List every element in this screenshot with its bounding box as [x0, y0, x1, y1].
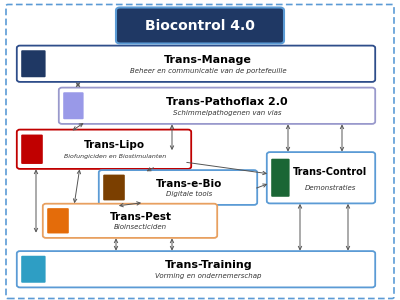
Text: Trans-Manage: Trans-Manage	[164, 55, 252, 65]
Text: Trans-Pest: Trans-Pest	[110, 212, 172, 222]
FancyBboxPatch shape	[47, 208, 69, 233]
FancyBboxPatch shape	[99, 170, 257, 205]
FancyBboxPatch shape	[267, 152, 375, 203]
Text: Bioinsecticiden: Bioinsecticiden	[114, 224, 167, 230]
Text: Trans-Training: Trans-Training	[164, 260, 252, 270]
FancyBboxPatch shape	[43, 204, 217, 238]
Text: Beheer en communicatie van de portefeuille: Beheer en communicatie van de portefeuil…	[130, 68, 286, 74]
Text: Demonstraties: Demonstraties	[304, 185, 356, 191]
Text: Digitale tools: Digitale tools	[166, 191, 212, 197]
FancyBboxPatch shape	[271, 159, 290, 197]
FancyBboxPatch shape	[59, 88, 375, 124]
FancyBboxPatch shape	[116, 8, 284, 44]
Text: Schimmelpathogenen van vlas: Schimmelpathogenen van vlas	[173, 110, 282, 116]
FancyBboxPatch shape	[17, 46, 375, 82]
FancyBboxPatch shape	[21, 50, 46, 77]
FancyBboxPatch shape	[63, 92, 84, 119]
Text: Trans-Pathoflax 2.0: Trans-Pathoflax 2.0	[166, 97, 288, 107]
Text: Trans-Lipo: Trans-Lipo	[84, 140, 145, 150]
Text: Biocontrol 4.0: Biocontrol 4.0	[145, 19, 255, 32]
FancyBboxPatch shape	[21, 256, 46, 283]
Text: Vorming en ondernemerschap: Vorming en ondernemerschap	[155, 273, 262, 279]
FancyBboxPatch shape	[21, 134, 43, 164]
Text: Biofungiciden en Biostimulanten: Biofungiciden en Biostimulanten	[64, 154, 166, 159]
FancyBboxPatch shape	[17, 251, 375, 287]
FancyBboxPatch shape	[17, 130, 191, 169]
FancyBboxPatch shape	[6, 4, 394, 298]
Text: Trans-e-Bio: Trans-e-Bio	[156, 178, 222, 189]
Text: Trans-Control: Trans-Control	[293, 167, 367, 177]
FancyBboxPatch shape	[103, 175, 125, 200]
